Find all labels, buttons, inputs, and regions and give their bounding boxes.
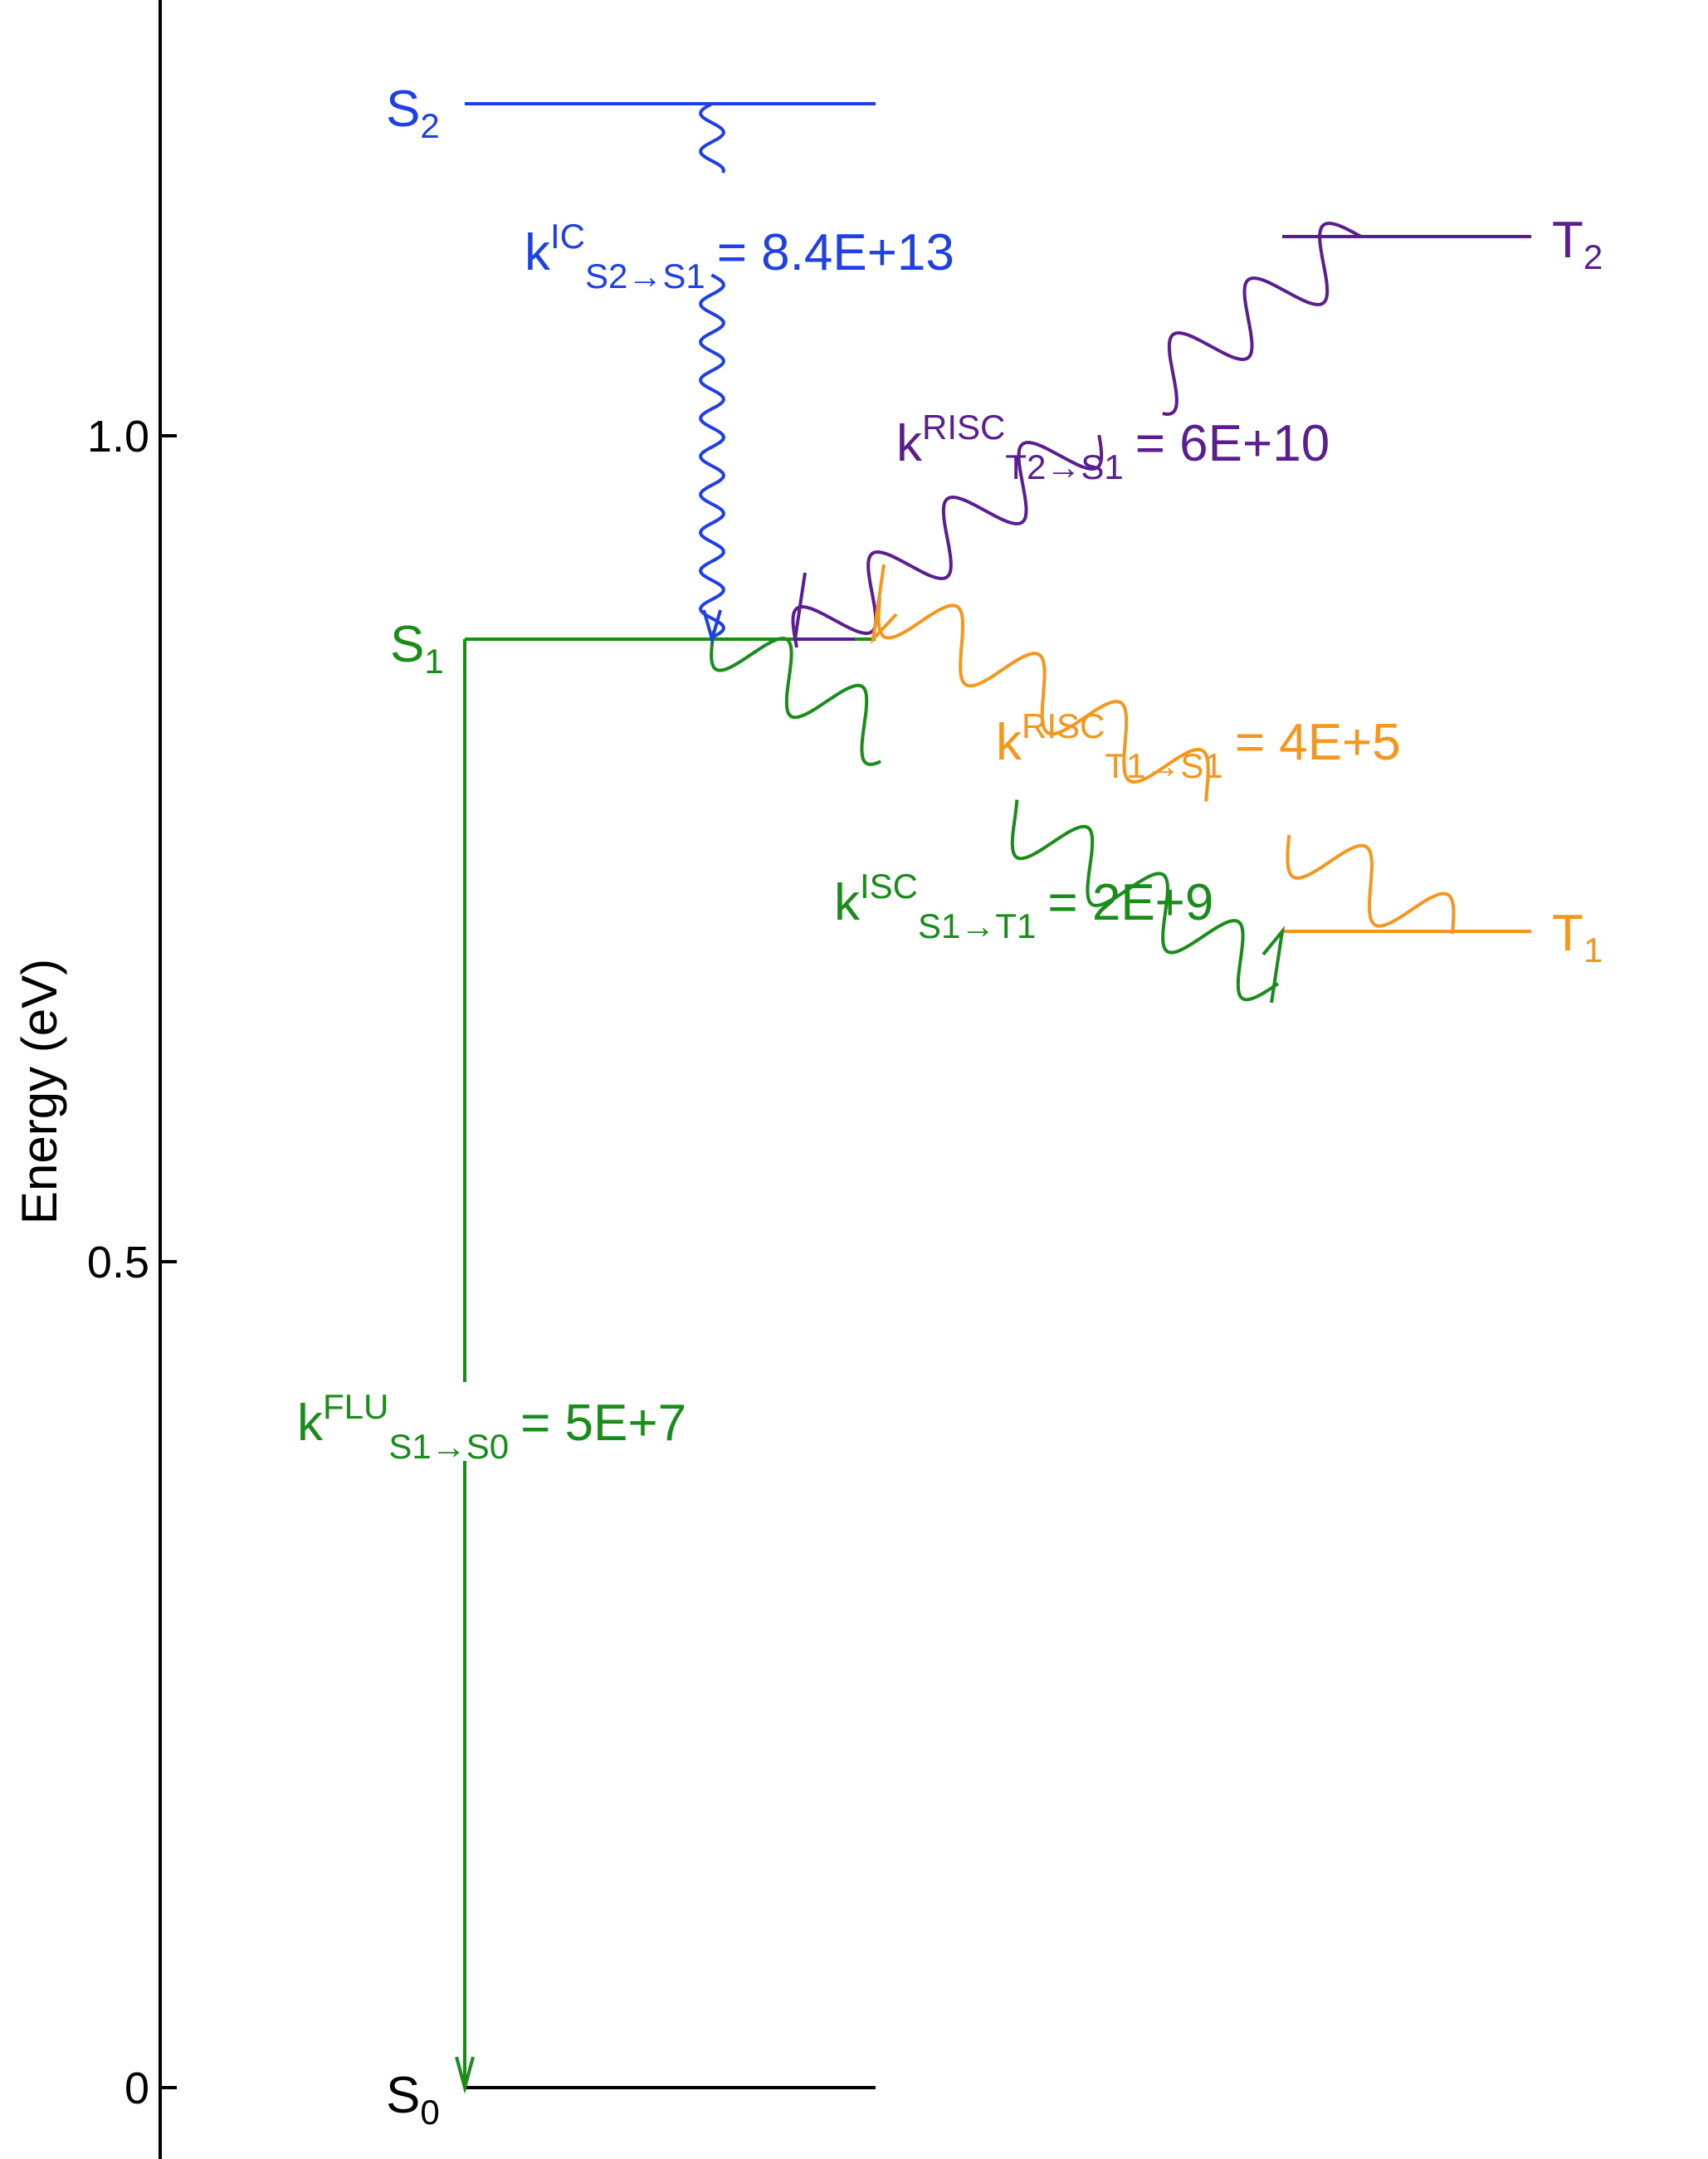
level-t2-label: T2 — [1552, 212, 1603, 276]
fluorescence-arrowhead — [455, 2056, 475, 2094]
isc-arrowhead — [1261, 926, 1286, 1004]
rate-label-risc-t2: kRISCT2→S1 = 6E+10 — [896, 408, 1330, 486]
rate-label-risc-t1: kRISCT1→S1 = 4E+5 — [996, 706, 1401, 785]
ic-wavy-arrow — [698, 102, 726, 639]
level-s2-label: S2 — [386, 81, 440, 145]
isc-wavy-arrow — [710, 630, 1280, 1002]
ic-arrowhead — [702, 609, 722, 646]
rate-label-ic: kICS2→S1 = 8.4E+13 — [525, 217, 954, 296]
tick-label-0: 0 — [124, 2064, 149, 2113]
tick-label-0.5: 0.5 — [87, 1238, 149, 1287]
risc-t2-arrowhead — [793, 572, 855, 641]
level-t1-label: T1 — [1552, 905, 1603, 970]
risc-t1-wavy-arrow — [876, 597, 1456, 935]
level-s0-label: S0 — [386, 2067, 440, 2132]
tick-label-1.0: 1.0 — [87, 412, 149, 462]
y-axis-title: Energy (eV) — [12, 959, 67, 1224]
rate-label-isc: kISCS1→T1 = 2E+9 — [834, 867, 1213, 945]
rate-label-flu: kFLUS1→S0 = 5E+7 — [297, 1387, 686, 1466]
risc-t2-wavy-arrow — [791, 221, 1362, 648]
risc-t1-arrowhead — [871, 564, 898, 645]
level-s1-label: S1 — [390, 616, 444, 681]
